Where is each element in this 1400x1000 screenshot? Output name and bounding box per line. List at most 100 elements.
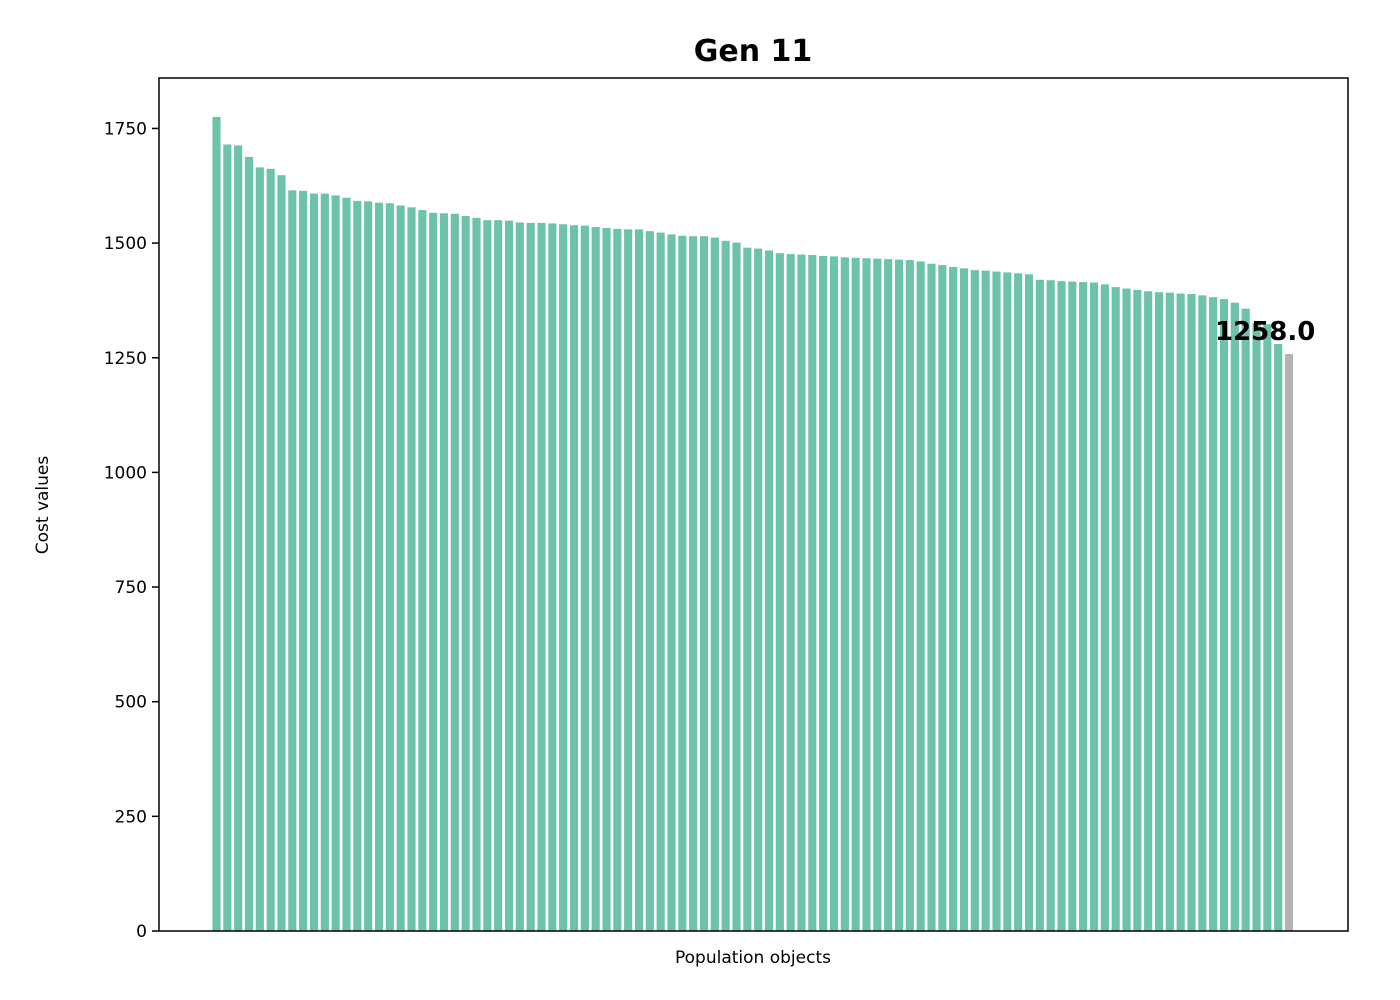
y-tick-label: 250 [115,807,147,827]
bar [884,259,893,931]
bar [1274,343,1283,931]
bar [472,217,481,931]
bar [418,210,427,931]
bar [494,220,503,932]
bar [634,229,644,932]
bar [1057,281,1066,931]
y-tick-label: 1000 [104,463,147,483]
bar [548,223,557,931]
bar [483,220,492,932]
bar [840,257,849,931]
bar [710,237,719,932]
bar [1111,287,1120,931]
bar [1187,294,1196,931]
bar [591,227,600,932]
bar [374,202,384,932]
bar [808,255,817,931]
bar [1219,299,1229,931]
bar [515,222,524,931]
bar [764,250,774,931]
min-value-annotation: 1258.0 [1215,317,1315,347]
bar [450,213,459,931]
y-tick-label: 0 [136,922,147,942]
bar [429,212,438,931]
bar [1176,293,1185,931]
plot-frame [158,77,1349,932]
bar [797,254,806,931]
y-axis: 0 250 500 750 1000 1250 1500 1750 [104,119,159,942]
bar [916,261,925,931]
bar [656,232,665,932]
bar [624,229,633,932]
bar [353,200,362,931]
bar [580,225,589,932]
bars-group [212,116,1294,932]
bar [342,197,351,931]
bar [1252,323,1261,932]
bar [602,227,611,931]
bar [277,175,286,932]
bar [992,271,1001,931]
bar [266,168,275,932]
bar [1003,272,1012,931]
bar [1154,292,1164,931]
bar [829,256,839,931]
bar [1209,297,1218,932]
bar [320,193,329,931]
bar [1100,284,1109,931]
bar [439,213,449,932]
bar [905,260,914,931]
y-axis-label: Cost values [33,456,53,555]
bar [244,156,254,931]
bar [1230,302,1239,932]
bar [1165,292,1174,931]
bar [786,254,795,932]
bar [645,231,654,932]
bar [309,193,319,931]
bar [559,224,568,932]
bar [1035,279,1044,931]
bar [949,266,958,931]
bar [1144,291,1153,931]
bar [212,116,221,932]
bar [1089,282,1099,931]
bar [970,270,979,931]
bar [1068,281,1077,931]
bar [689,236,698,932]
bar [299,190,308,931]
bar [1046,280,1055,931]
bar [223,144,232,931]
bar [234,145,243,931]
y-tick-label: 500 [115,693,147,713]
chart-title: Gen 11 [694,34,813,69]
bar [461,216,470,932]
bar [775,253,784,931]
bar [938,265,947,931]
y-tick-label: 1500 [104,234,147,254]
bar [537,222,546,932]
bar [385,203,394,931]
bar [894,259,904,931]
bar [1241,308,1250,931]
bar [981,270,990,931]
bar [255,167,264,931]
bar [1079,282,1088,932]
bar [1024,274,1034,931]
bar [407,207,416,931]
bar [396,205,405,932]
bar [959,268,969,931]
bar [331,195,340,931]
bar [1014,273,1023,931]
bar [678,235,687,931]
bar [699,236,709,932]
bar [526,222,535,932]
bar [721,240,730,932]
bar [364,201,373,932]
x-axis-label: Population objects [675,948,831,968]
bar [862,258,871,932]
y-tick-label: 1250 [104,349,147,369]
bar [873,258,882,931]
bar [569,225,579,931]
bar [743,247,752,931]
